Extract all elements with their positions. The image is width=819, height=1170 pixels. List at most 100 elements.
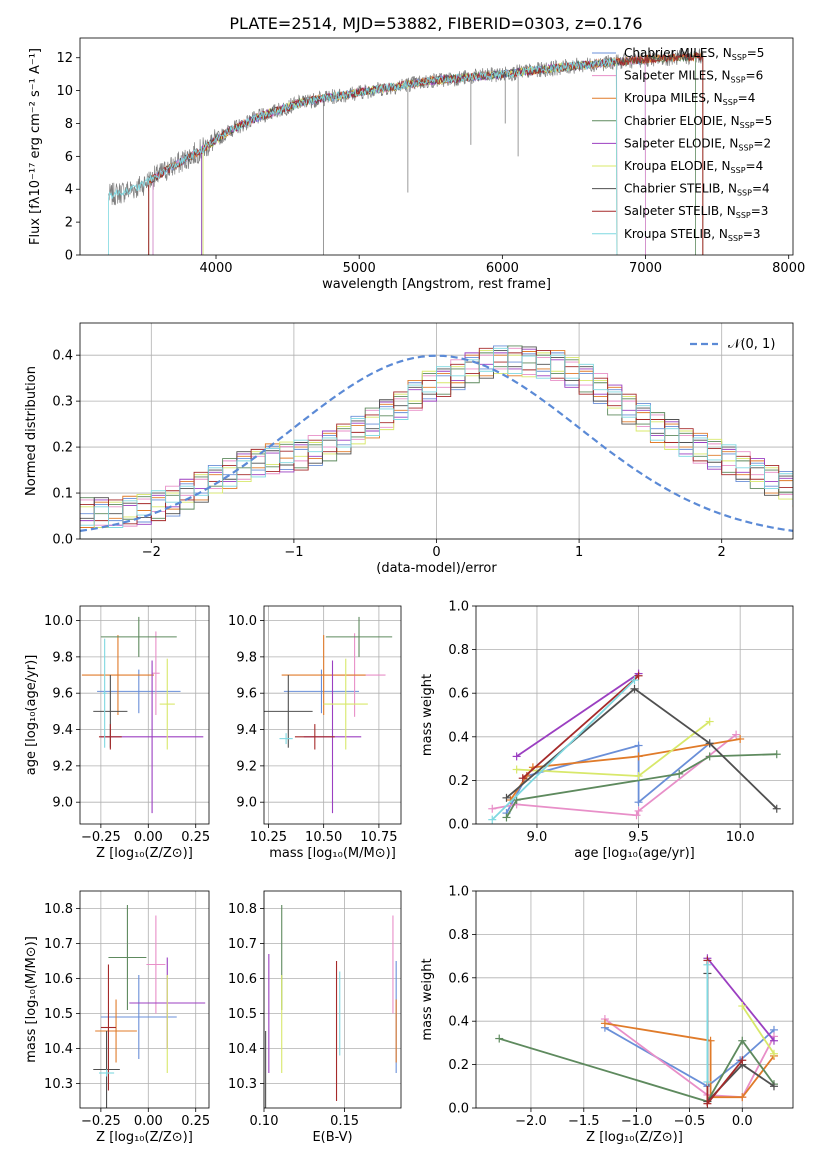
y-tick-label: 0.8 bbox=[448, 643, 469, 658]
weight-line bbox=[604, 1018, 775, 1099]
x-axis-label: Z [log₁₀(Z/Z⊙)] bbox=[96, 1130, 193, 1145]
legend-label: Kroupa STELIB, NSSP=3 bbox=[624, 227, 761, 243]
x-tick-label: 0.25 bbox=[181, 830, 210, 845]
y-tick-label: 10.5 bbox=[44, 1007, 73, 1022]
y-tick-label: 10.4 bbox=[228, 1042, 257, 1057]
weight-line bbox=[505, 687, 778, 810]
plots-layer: 4000 5000 6000 7000 8000024681012wavelength … bbox=[24, 37, 805, 1145]
y-tick-label: 10.0 bbox=[44, 614, 73, 629]
y-tick-label: 9.8 bbox=[52, 650, 73, 665]
residual-histogram bbox=[80, 350, 793, 539]
weight-marker bbox=[634, 806, 643, 815]
y-tick-label: 0.2 bbox=[448, 1058, 469, 1073]
data-spectrum bbox=[108, 48, 704, 206]
legend-label: Chabrier STELIB, NSSP=4 bbox=[624, 182, 770, 198]
weight-marker bbox=[738, 1093, 747, 1102]
weight-marker bbox=[512, 796, 521, 805]
weight-marker bbox=[738, 1002, 747, 1011]
plot-area bbox=[495, 954, 778, 1108]
residual-histogram bbox=[80, 347, 793, 539]
weight-marker bbox=[703, 960, 712, 969]
weight-marker bbox=[705, 752, 714, 761]
weight-marker bbox=[769, 1049, 778, 1058]
axes-frame bbox=[79, 890, 210, 1109]
axes-frame bbox=[475, 605, 794, 825]
legend-label: Salpeter ELODIE, NSSP=2 bbox=[624, 136, 771, 152]
y-tick-label: 0.0 bbox=[448, 818, 469, 833]
x-tick-label: 0.00 bbox=[134, 830, 163, 845]
x-tick-label: 8000 bbox=[772, 261, 805, 276]
y-tick-label: 4 bbox=[65, 183, 73, 198]
y-axis-label: age [log₁₀(age/yr)] bbox=[24, 655, 39, 776]
y-tick-label: 9.0 bbox=[236, 796, 257, 811]
weight-marker bbox=[600, 1019, 609, 1028]
y-tick-label: 10.3 bbox=[44, 1077, 73, 1092]
weight-marker bbox=[769, 1036, 778, 1045]
weight-marker bbox=[634, 741, 643, 750]
y-tick-label: 9.8 bbox=[236, 650, 257, 665]
weight-line bbox=[516, 672, 640, 758]
y-axis-label: Normed distribution bbox=[24, 366, 39, 496]
weight-marker bbox=[703, 1077, 712, 1086]
y-tick-label: 9.6 bbox=[236, 687, 257, 702]
x-tick-label: 7000 bbox=[629, 261, 662, 276]
y-tick-label: 12 bbox=[56, 51, 73, 66]
y-tick-label: 1.0 bbox=[448, 885, 469, 900]
y-tick-label: 10.8 bbox=[44, 902, 73, 917]
x-axis-label: Z [log₁₀(Z/Z⊙)] bbox=[586, 1130, 683, 1145]
x-tick-label: 9.0 bbox=[527, 830, 548, 845]
y-tick-label: 0.4 bbox=[448, 730, 469, 745]
y-tick-label: 0.8 bbox=[448, 928, 469, 943]
x-tick-label: 2 bbox=[718, 545, 726, 560]
weight-marker bbox=[634, 772, 643, 781]
weight-line bbox=[706, 957, 775, 1042]
weight-marker bbox=[488, 804, 497, 813]
x-tick-label: 0.10 bbox=[250, 1114, 279, 1129]
y-tick-label: 10.3 bbox=[228, 1077, 257, 1092]
axes-frame bbox=[475, 890, 794, 1109]
y-tick-label: 9.4 bbox=[52, 723, 73, 738]
axes-frame bbox=[79, 322, 794, 540]
panel-age-vs-Z: −0.25 0.00 0.25 9.0 9.2 9.4 9.6 9.8 10.0 Z [log₁₀… bbox=[24, 605, 210, 861]
weight-marker bbox=[738, 1036, 747, 1045]
legend-label: Kroupa MILES, NSSP=4 bbox=[624, 91, 755, 107]
x-tick-label: 0.25 bbox=[181, 1114, 210, 1129]
x-tick-label: −1.5 bbox=[568, 1114, 600, 1129]
plot-area bbox=[488, 669, 781, 824]
y-tick-label: 10.6 bbox=[44, 972, 73, 987]
x-tick-label: 1 bbox=[575, 545, 583, 560]
x-axis-label: (data-model)/error bbox=[376, 561, 497, 576]
weight-marker bbox=[502, 813, 511, 822]
axes-frame bbox=[79, 605, 210, 825]
x-tick-label: 0 bbox=[432, 545, 440, 560]
x-tick-label: −0.25 bbox=[81, 1114, 121, 1129]
x-tick-label: 10.25 bbox=[250, 830, 287, 845]
weight-marker bbox=[634, 671, 643, 680]
y-tick-label: 10.8 bbox=[228, 902, 257, 917]
y-tick-label: 10 bbox=[56, 84, 73, 99]
weight-marker bbox=[488, 815, 497, 824]
residual-histogram bbox=[80, 350, 793, 539]
y-tick-label: 10.7 bbox=[44, 937, 73, 952]
x-axis-label: Z [log₁₀(Z/Z⊙)] bbox=[96, 846, 193, 861]
model-spectrum bbox=[108, 57, 618, 255]
y-tick-label: 10.0 bbox=[228, 614, 257, 629]
weight-marker bbox=[502, 793, 511, 802]
weight-marker bbox=[630, 676, 639, 685]
y-tick-label: 0.3 bbox=[52, 395, 73, 410]
y-tick-label: 10.6 bbox=[228, 972, 257, 987]
y-tick-label: 0.4 bbox=[52, 349, 73, 364]
weight-line bbox=[509, 738, 741, 801]
plot-area bbox=[81, 616, 204, 814]
y-tick-label: 0.2 bbox=[448, 774, 469, 789]
y-axis-label: mass weight bbox=[420, 674, 435, 756]
x-axis-label: age [log₁₀(age/yr)] bbox=[574, 846, 695, 861]
y-tick-label: 0.6 bbox=[448, 971, 469, 986]
y-tick-label: 1.0 bbox=[448, 600, 469, 615]
weight-marker bbox=[732, 730, 741, 739]
weight-line bbox=[498, 1037, 775, 1103]
x-tick-label: −0.25 bbox=[81, 830, 121, 845]
y-tick-label: 8 bbox=[65, 117, 73, 132]
weight-line bbox=[741, 1005, 775, 1055]
weight-marker bbox=[772, 804, 781, 813]
